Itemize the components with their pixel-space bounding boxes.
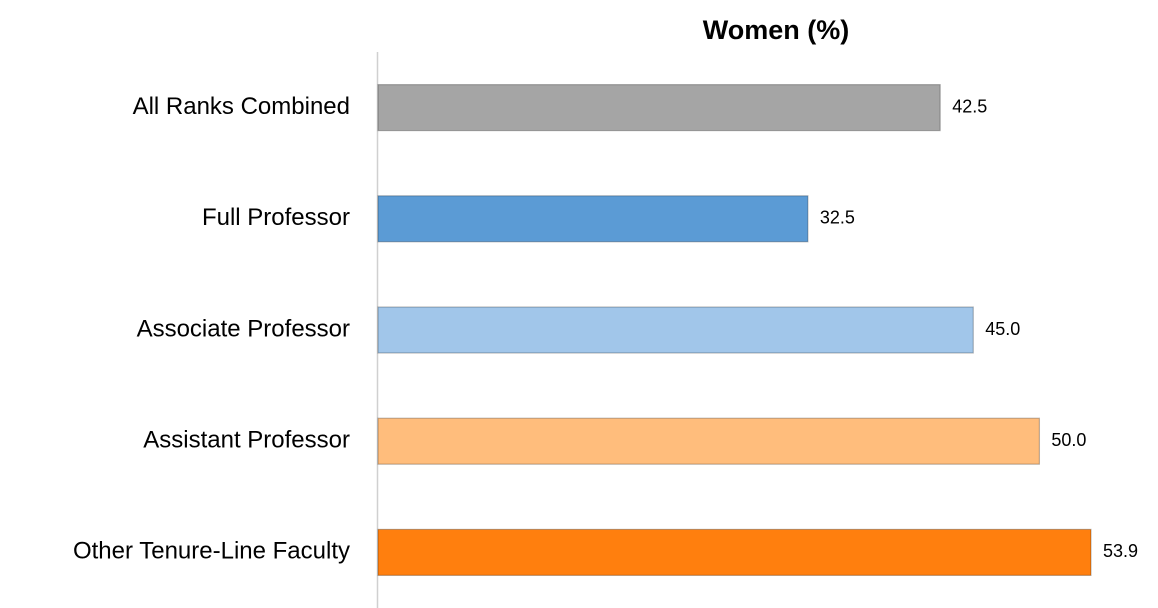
bar — [377, 195, 809, 243]
category-label: Associate Professor — [137, 315, 350, 342]
category-label: Assistant Professor — [143, 427, 350, 454]
bar — [377, 417, 1041, 465]
value-label: 53.9 — [1103, 541, 1138, 561]
category-label: Full Professor — [202, 204, 350, 231]
value-label: 45.0 — [985, 319, 1020, 339]
value-label: 50.0 — [1051, 430, 1086, 450]
category-label: All Ranks Combined — [133, 93, 350, 120]
bar — [377, 528, 1092, 577]
value-label: 42.5 — [952, 96, 987, 116]
value-label: 32.5 — [820, 208, 855, 228]
chart-title: Women (%) — [703, 15, 850, 45]
category-label: Other Tenure-Line Faculty — [73, 538, 350, 565]
bar — [377, 306, 974, 354]
bar — [377, 83, 941, 132]
